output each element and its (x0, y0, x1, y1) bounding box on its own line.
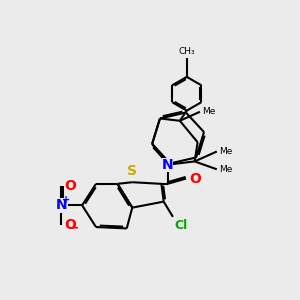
Text: O: O (189, 172, 201, 185)
Text: +: + (62, 195, 70, 205)
Text: Cl: Cl (175, 219, 188, 232)
Text: O: O (64, 179, 76, 193)
Text: Me: Me (219, 147, 232, 156)
Text: O: O (64, 218, 76, 232)
Text: CH₃: CH₃ (178, 46, 195, 56)
Text: Me: Me (202, 107, 215, 116)
Text: Me: Me (219, 165, 232, 174)
Text: S: S (127, 164, 137, 178)
Text: N: N (162, 158, 173, 172)
Text: −: − (69, 222, 79, 235)
Text: N: N (56, 198, 67, 212)
